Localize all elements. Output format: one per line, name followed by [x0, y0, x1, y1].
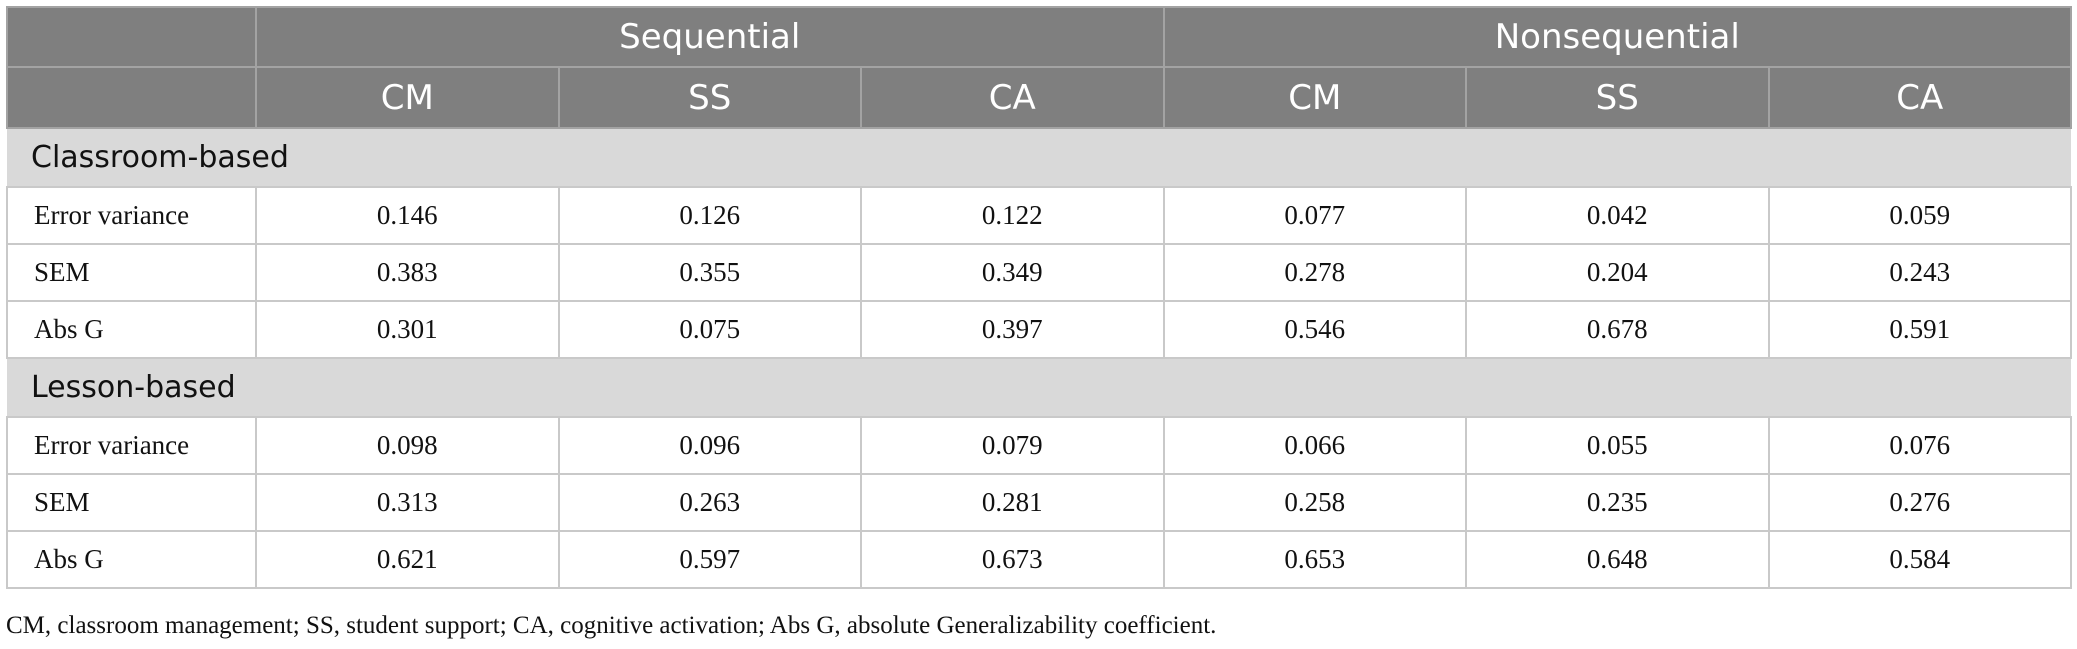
table-cell: 0.055 — [1465, 416, 1770, 475]
table-cell: 0.126 — [557, 186, 862, 245]
table-cell: 0.673 — [860, 530, 1165, 589]
table-cell: 0.653 — [1162, 530, 1468, 589]
table-cell: 0.042 — [1465, 186, 1770, 245]
section-row-lesson-based: Lesson-based — [7, 357, 2072, 418]
table-cell: 0.079 — [860, 416, 1165, 475]
table-cell: 0.075 — [557, 300, 862, 359]
subheader-cm: CM — [255, 66, 560, 129]
row-label: SEM — [6, 473, 257, 532]
table-cell: 0.621 — [255, 530, 560, 589]
table-cell: 0.098 — [255, 416, 560, 475]
subheader-row: CM SS CA CM SS CA — [6, 66, 2073, 129]
table-cell: 0.584 — [1767, 530, 2073, 589]
section-title: Lesson-based — [7, 357, 2072, 418]
table-cell: 0.263 — [557, 473, 862, 532]
table-cell: 0.276 — [1767, 473, 2073, 532]
subheader-ss: SS — [1465, 66, 1770, 129]
table-cell: 0.278 — [1162, 243, 1468, 302]
subheader-corner-cell — [6, 66, 257, 129]
results-table: Sequential Nonsequential CM SS CA CM SS … — [6, 6, 2073, 589]
table-cell: 0.301 — [255, 300, 560, 359]
group-header-sequential: Sequential — [255, 6, 1165, 68]
group-header-nonsequential: Nonsequential — [1162, 6, 2073, 68]
table-row: Error variance 0.098 0.096 0.079 0.066 0… — [6, 416, 2073, 475]
table-cell: 0.597 — [557, 530, 862, 589]
table-cell: 0.146 — [255, 186, 560, 245]
subheader-ss: SS — [557, 66, 862, 129]
results-table-container: Sequential Nonsequential CM SS CA CM SS … — [6, 6, 2073, 589]
table-cell: 0.204 — [1465, 243, 1770, 302]
row-label: Error variance — [6, 416, 257, 475]
table-row: Error variance 0.146 0.126 0.122 0.077 0… — [6, 186, 2073, 245]
subheader-ca: CA — [1767, 66, 2073, 129]
table-cell: 0.678 — [1465, 300, 1770, 359]
table-cell: 0.383 — [255, 243, 560, 302]
table-cell: 0.258 — [1162, 473, 1468, 532]
table-cell: 0.313 — [255, 473, 560, 532]
table-row: SEM 0.383 0.355 0.349 0.278 0.204 0.243 — [6, 243, 2073, 302]
table-cell: 0.235 — [1465, 473, 1770, 532]
section-title: Classroom-based — [7, 127, 2072, 188]
table-cell: 0.076 — [1767, 416, 2073, 475]
section-row-classroom-based: Classroom-based — [7, 127, 2072, 188]
table-cell: 0.349 — [860, 243, 1165, 302]
table-cell: 0.122 — [860, 186, 1165, 245]
header-corner-cell — [6, 6, 257, 68]
table-cell: 0.648 — [1465, 530, 1770, 589]
table-cell: 0.243 — [1767, 243, 2073, 302]
group-header-row: Sequential Nonsequential — [6, 6, 2073, 68]
row-label: Error variance — [6, 186, 257, 245]
table-cell: 0.066 — [1162, 416, 1468, 475]
row-label: SEM — [6, 243, 257, 302]
subheader-ca: CA — [860, 66, 1165, 129]
table-footnote: CM, classroom management; SS, student su… — [6, 612, 1217, 639]
table-cell: 0.077 — [1162, 186, 1468, 245]
table-cell: 0.591 — [1767, 300, 2073, 359]
table-cell: 0.281 — [860, 473, 1165, 532]
subheader-cm: CM — [1162, 66, 1468, 129]
table-cell: 0.397 — [860, 300, 1165, 359]
table-cell: 0.059 — [1767, 186, 2073, 245]
table-cell: 0.096 — [557, 416, 862, 475]
row-label: Abs G — [6, 530, 257, 589]
row-label: Abs G — [6, 300, 257, 359]
table-row: Abs G 0.621 0.597 0.673 0.653 0.648 0.58… — [6, 530, 2073, 589]
table-row: SEM 0.313 0.263 0.281 0.258 0.235 0.276 — [6, 473, 2073, 532]
table-cell: 0.355 — [557, 243, 862, 302]
table-cell: 0.546 — [1162, 300, 1468, 359]
table-row: Abs G 0.301 0.075 0.397 0.546 0.678 0.59… — [6, 300, 2073, 359]
